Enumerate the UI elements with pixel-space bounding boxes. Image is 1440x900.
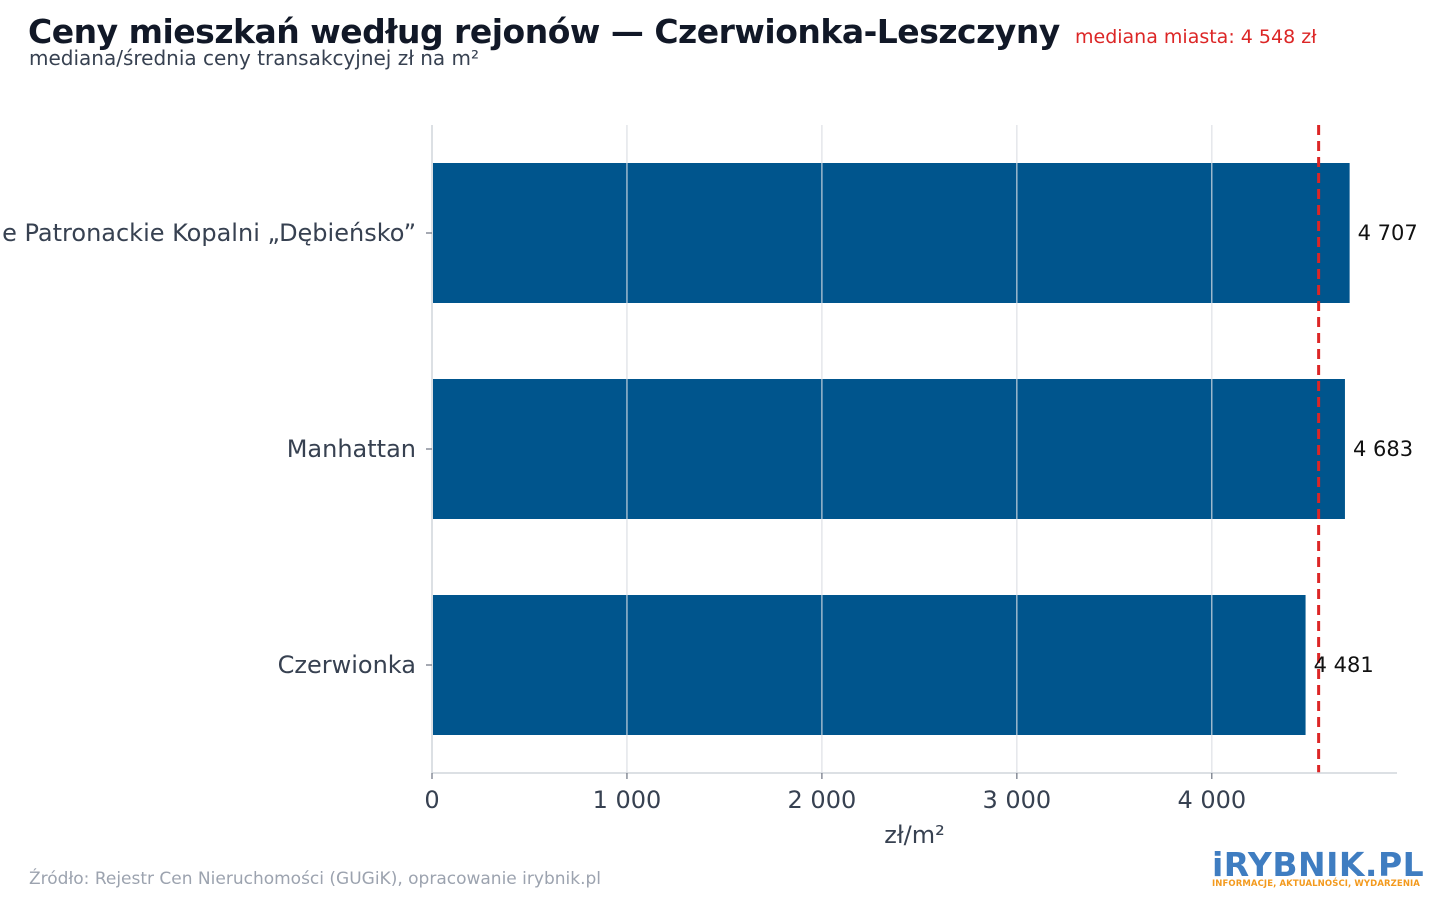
logo-text: iRYBNIK.PL bbox=[1212, 845, 1425, 884]
x-tick-label-0: 0 bbox=[424, 786, 439, 814]
labels: 4 707 Osiedle Patronackie Kopalni „Dębień… bbox=[0, 219, 1418, 849]
chart-subtitle: mediana/średnia ceny transakcyjnej zł na… bbox=[29, 46, 480, 70]
category-label-3: Czerwionka bbox=[278, 651, 416, 679]
category-label-1: Osiedle Patronackie Kopalni „Dębieńsko” bbox=[0, 219, 416, 247]
bar-1 bbox=[433, 163, 1350, 303]
bar-2 bbox=[433, 379, 1345, 519]
value-label-3: 4 481 bbox=[1314, 653, 1374, 677]
x-tick-label-3000: 3 000 bbox=[982, 786, 1051, 814]
x-tick-label-1000: 1 000 bbox=[593, 786, 662, 814]
source-note: Źródło: Rejestr Cen Nieruchomości (GUGiK… bbox=[29, 869, 601, 889]
value-label-1: 4 707 bbox=[1358, 221, 1418, 245]
x-tick-label-2000: 2 000 bbox=[788, 786, 857, 814]
logo-tagline: INFORMACJE, AKTUALNOŚCI, WYDARZENIA bbox=[1212, 879, 1420, 889]
x-axis-title: zł/m² bbox=[884, 821, 945, 849]
bar-3 bbox=[433, 595, 1306, 735]
irybnik-logo[interactable]: iRYBNIK.PL INFORMACJE, AKTUALNOŚCI, WYDA… bbox=[1212, 848, 1424, 890]
bars bbox=[433, 125, 1350, 773]
x-tick-label-4000: 4 000 bbox=[1177, 786, 1246, 814]
axes bbox=[426, 125, 1397, 779]
category-label-2: Manhattan bbox=[287, 435, 416, 463]
chart-title: Ceny mieszkań według rejonów — Czerwionk… bbox=[28, 12, 1060, 51]
value-label-2: 4 683 bbox=[1353, 437, 1413, 461]
reference-line-label: mediana miasta: 4 548 zł bbox=[1075, 26, 1317, 48]
